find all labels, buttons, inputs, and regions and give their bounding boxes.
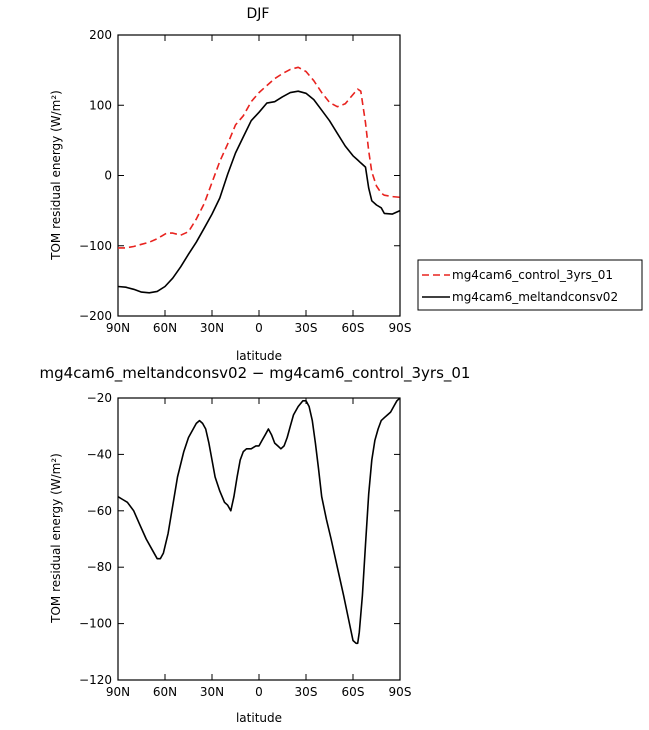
y-tick-label: −120 [79, 673, 112, 687]
bottom-series-group [117, 397, 401, 645]
x-tick-label: 30N [200, 685, 224, 699]
bottom-chart-title: mg4cam6_meltandconsv02 − mg4cam6_control… [40, 364, 471, 383]
x-tick-label: 90N [106, 685, 130, 699]
x-tick-label: 90N [106, 321, 130, 335]
bottom-x-axis: 90N 60N 30N 0 30S 60S 90S [106, 398, 412, 699]
x-tick-label: 60N [153, 685, 177, 699]
top-y-axis-label: TOM residual energy (W/m²) [49, 90, 63, 261]
y-tick-label: −60 [87, 504, 112, 518]
y-tick-label: −100 [79, 239, 112, 253]
y-tick-label: −200 [79, 309, 112, 323]
legend: mg4cam6_control_3yrs_01 mg4cam6_meltandc… [417, 259, 643, 311]
series-line-mg4cam6_meltandconsv02 [117, 90, 401, 294]
y-tick-label: −20 [87, 391, 112, 405]
series-line-difference [117, 397, 401, 645]
x-tick-label: 30N [200, 321, 224, 335]
y-tick-label: −40 [87, 447, 112, 461]
bottom-y-axis: −120 −100 −80 −60 −40 −20 [79, 391, 400, 687]
top-series-group [117, 66, 401, 294]
x-tick-label: 60N [153, 321, 177, 335]
series-line-mg4cam6_control_3yrs_01 [118, 66, 401, 249]
y-tick-label: 200 [89, 28, 112, 42]
bottom-y-axis-label: TOM residual energy (W/m²) [49, 453, 63, 624]
y-tick-label: 0 [104, 169, 112, 183]
top-chart-title: DJF [247, 6, 270, 22]
x-tick-label: 0 [255, 321, 263, 335]
x-tick-label: 60S [342, 685, 365, 699]
legend-box [417, 259, 643, 311]
bottom-chart: mg4cam6_meltandconsv02 − mg4cam6_control… [40, 364, 471, 725]
bottom-x-axis-label: latitude [236, 711, 282, 725]
y-tick-label: −100 [79, 617, 112, 631]
x-tick-label: 30S [295, 321, 318, 335]
top-y-axis: −200 −100 0 100 200 [79, 28, 400, 323]
x-tick-label: 60S [342, 321, 365, 335]
legend-label-control: mg4cam6_control_3yrs_01 [452, 268, 613, 282]
x-tick-label: 90S [389, 321, 412, 335]
top-chart-frame [117, 34, 401, 317]
x-tick-label: 0 [255, 685, 263, 699]
y-tick-label: 100 [89, 98, 112, 112]
top-x-axis-label: latitude [236, 349, 282, 363]
y-tick-label: −80 [87, 560, 112, 574]
top-x-axis: 90N 60N 30N 0 30S 60S 90S [106, 35, 412, 335]
legend-label-melt: mg4cam6_meltandconsv02 [452, 290, 618, 304]
x-tick-label: 90S [389, 685, 412, 699]
x-tick-label: 30S [295, 685, 318, 699]
